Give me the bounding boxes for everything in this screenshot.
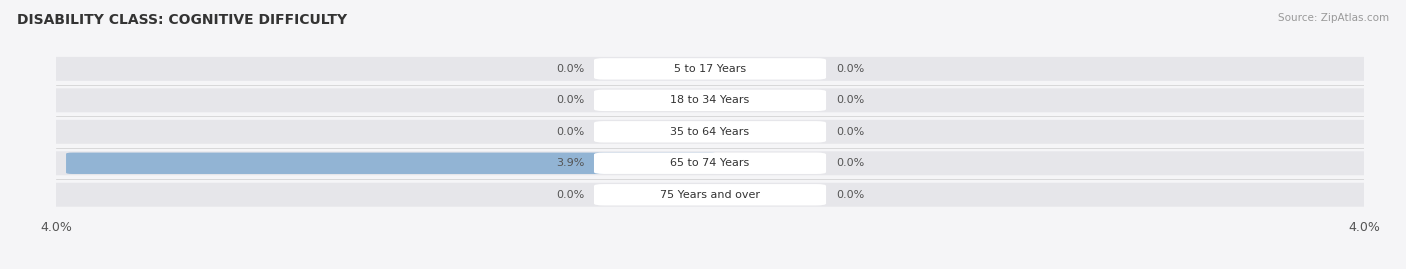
FancyBboxPatch shape [703,59,807,79]
Text: Source: ZipAtlas.com: Source: ZipAtlas.com [1278,13,1389,23]
Text: 0.0%: 0.0% [837,190,865,200]
FancyBboxPatch shape [703,154,807,173]
Text: 0.0%: 0.0% [837,95,865,105]
FancyBboxPatch shape [593,90,827,111]
Text: 35 to 64 Years: 35 to 64 Years [671,127,749,137]
Text: 65 to 74 Years: 65 to 74 Years [671,158,749,168]
FancyBboxPatch shape [35,120,1385,144]
FancyBboxPatch shape [613,185,717,204]
FancyBboxPatch shape [593,184,827,206]
Text: DISABILITY CLASS: COGNITIVE DIFFICULTY: DISABILITY CLASS: COGNITIVE DIFFICULTY [17,13,347,27]
Text: 0.0%: 0.0% [837,158,865,168]
FancyBboxPatch shape [703,122,807,141]
FancyBboxPatch shape [613,91,717,110]
Text: 0.0%: 0.0% [837,127,865,137]
FancyBboxPatch shape [613,59,717,79]
FancyBboxPatch shape [703,185,807,204]
FancyBboxPatch shape [66,153,717,174]
Text: 0.0%: 0.0% [555,64,583,74]
FancyBboxPatch shape [593,58,827,80]
Text: 75 Years and over: 75 Years and over [659,190,761,200]
FancyBboxPatch shape [593,153,827,174]
FancyBboxPatch shape [35,151,1385,175]
FancyBboxPatch shape [35,89,1385,112]
Text: 0.0%: 0.0% [555,190,583,200]
FancyBboxPatch shape [35,183,1385,207]
Text: 0.0%: 0.0% [555,127,583,137]
FancyBboxPatch shape [593,121,827,143]
FancyBboxPatch shape [613,122,717,141]
Text: 18 to 34 Years: 18 to 34 Years [671,95,749,105]
Text: 5 to 17 Years: 5 to 17 Years [673,64,747,74]
FancyBboxPatch shape [703,91,807,110]
FancyBboxPatch shape [35,57,1385,81]
Text: 3.9%: 3.9% [555,158,583,168]
Text: 0.0%: 0.0% [837,64,865,74]
Text: 0.0%: 0.0% [555,95,583,105]
